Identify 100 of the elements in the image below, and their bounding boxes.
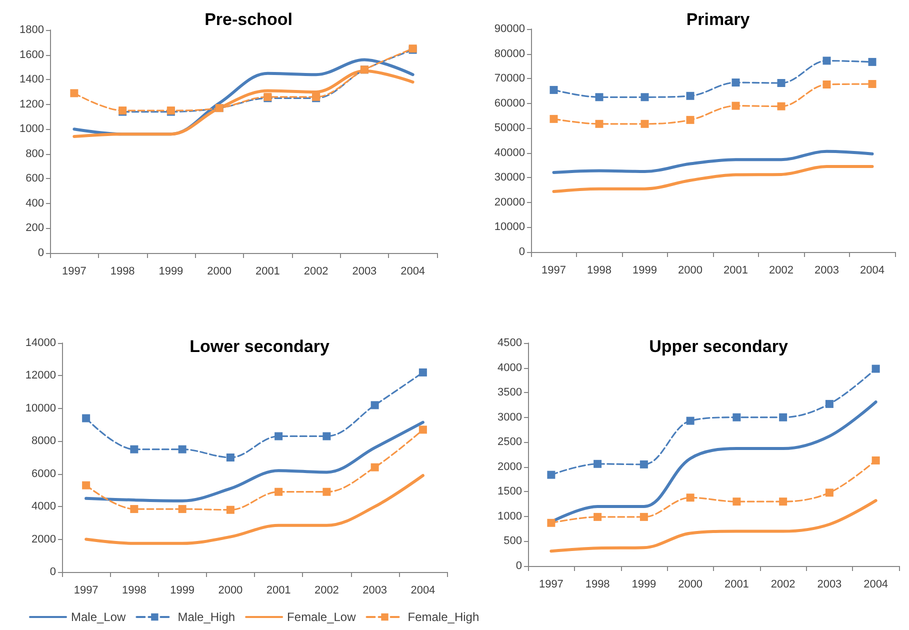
x-tick-label: 1997 [538,578,564,590]
point [825,488,834,497]
y-tick-label: 60000 [494,97,525,110]
x-tick-label: 1997 [74,584,98,596]
point [640,460,648,468]
y-tick-label: 1000 [498,510,522,522]
line-series [84,420,424,502]
y-tick-label: 30000 [494,172,525,184]
x-tick-label: 1998 [110,266,135,278]
point [868,80,876,88]
point [70,89,78,98]
chart-title: Lower secondary [190,337,330,356]
x-tick-label: 2002 [314,584,339,596]
line-series [552,165,874,194]
point [178,505,186,514]
y-tick-label: 1000 [20,123,44,136]
point [777,102,786,110]
y-tick-label: 400 [26,197,44,210]
line-series [84,474,424,545]
point [418,368,427,376]
x-tick-label: 2001 [724,264,748,276]
x-tick-label: 2004 [860,264,884,276]
y-tick-label: 1500 [498,486,522,498]
y-tick-label: 1600 [20,48,44,61]
legend-label: Male_High [178,610,236,624]
point [274,488,283,496]
point [640,512,648,521]
y-tick-label: 12000 [25,370,56,382]
point [822,56,831,65]
y-tick-label: 40000 [494,146,525,159]
y-tick-label: 600 [26,172,44,185]
x-tick-label: 2000 [678,578,703,590]
point [868,58,876,66]
x-tick-label: 2004 [400,266,426,278]
point [686,92,694,100]
x-tick-label: 1999 [170,584,195,596]
y-tick-label: 14000 [25,337,56,349]
x-tick-label: 2000 [678,264,702,276]
x-tick-label: 1997 [62,266,86,278]
y-tick-label: 80000 [494,48,525,60]
point [779,498,788,506]
point [732,413,741,422]
legend-label: Male_Low [71,610,126,624]
point [226,454,234,462]
point [872,456,880,464]
y-tick-label: 1200 [20,98,44,110]
x-tick-label: 2002 [304,266,328,278]
x-tick-label: 1997 [542,264,566,276]
y-tick-label: 200 [26,222,44,234]
y-tick-label: 0 [50,566,56,578]
y-tick-label: 2500 [498,436,522,448]
line-series [550,499,878,553]
y-tick-label: 1400 [20,74,44,86]
point [130,505,138,514]
point [640,120,649,128]
y-tick-label: 1800 [20,24,44,36]
point [322,432,331,440]
point [547,470,556,479]
point [595,93,604,102]
y-tick-label: 800 [26,148,44,160]
point [732,102,740,110]
line-series [552,150,874,174]
y-tick-label: 4000 [32,500,56,513]
y-tick-label: 3000 [498,411,522,424]
y-tick-label: 10000 [494,221,525,234]
x-tick-label: 2000 [207,266,232,278]
point [872,364,880,373]
y-tick-label: 90000 [494,23,525,35]
point [640,93,649,102]
point [226,506,234,514]
y-tick-label: 4500 [498,337,522,349]
point [178,445,186,454]
y-tick-label: 50000 [494,122,525,134]
y-tick-label: 500 [504,535,522,548]
point [686,116,694,124]
x-tick-label: 2001 [266,584,291,596]
x-tick-label: 1999 [158,266,184,278]
y-tick-label: 0 [518,246,525,258]
point [418,426,427,434]
point [594,512,602,521]
x-tick-label: 2003 [814,264,839,276]
y-tick-label: 8000 [32,435,56,448]
y-tick-label: 6000 [32,468,56,480]
x-tick-label: 2001 [724,578,749,590]
point [322,488,331,496]
y-tick-label: 20000 [494,196,525,208]
point [594,460,602,468]
x-tick-label: 2004 [410,584,436,596]
legend-label: Female_Low [287,610,356,624]
point [732,78,740,87]
x-tick-label: 1998 [585,578,610,590]
chart-title: Primary [686,10,750,29]
point [732,498,741,506]
x-tick-label: 1999 [632,264,657,276]
point [686,416,694,425]
x-tick-label: 2003 [817,578,842,590]
point [130,445,138,454]
y-tick-label: 0 [38,247,44,259]
point [777,79,786,88]
x-tick-label: 1998 [587,264,612,276]
